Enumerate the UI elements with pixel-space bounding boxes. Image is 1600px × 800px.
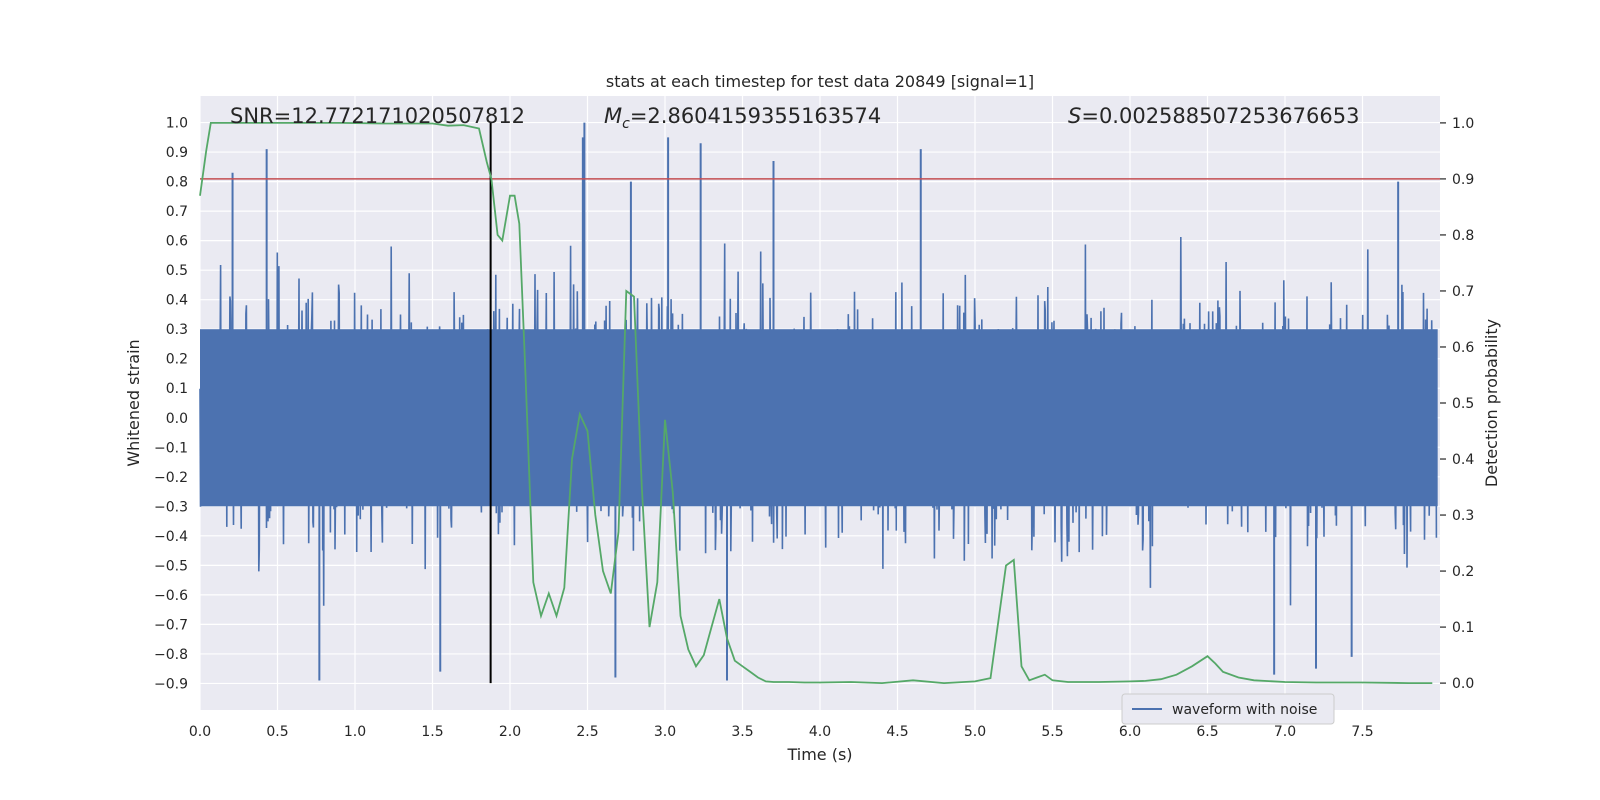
- y2-tick-label: 0.5: [1452, 396, 1474, 412]
- x-tick-label: 1.5: [421, 724, 443, 740]
- x-tick-label: 3.0: [654, 724, 676, 740]
- chirp-mass-annotation: Mc=2.8604159355163574: [604, 104, 881, 132]
- y-tick-label: 1.0: [166, 116, 188, 132]
- x-tick-label: 4.0: [809, 724, 831, 740]
- chart-title: stats at each timestep for test data 208…: [606, 72, 1034, 91]
- y-tick-label: −0.7: [154, 617, 188, 633]
- y-tick-label: −0.6: [154, 588, 188, 604]
- y-tick-label: 0.7: [166, 204, 188, 220]
- y-tick-label: 0.9: [166, 145, 188, 161]
- probability-line: [199, 122, 1433, 685]
- y-tick-label: 0.5: [166, 263, 188, 279]
- y2-tick-label: 0.1: [1452, 620, 1474, 636]
- overlay-lines: [200, 122, 1440, 684]
- detection-probability-series: [199, 122, 1433, 685]
- y-tick-label: −0.2: [154, 470, 188, 486]
- y-tick-label: 0.4: [166, 293, 188, 309]
- s-symbol: S: [1068, 104, 1081, 128]
- x-tick-label: 4.5: [886, 724, 908, 740]
- x-tick-label: 5.5: [1041, 724, 1063, 740]
- y2-tick-label: 0.4: [1452, 452, 1474, 468]
- y-tick-label: 0.1: [166, 381, 188, 397]
- y2-tick-label: 0.0: [1452, 676, 1474, 692]
- y-tick-label: 0.6: [166, 234, 188, 250]
- y2-tick-label: 0.3: [1452, 508, 1474, 524]
- y-tick-label: −0.9: [154, 676, 188, 692]
- x-tick-label: 0.0: [189, 724, 211, 740]
- chirp-mass-value: =2.8604159355163574: [630, 104, 881, 128]
- y2-tick-label: 1.0: [1452, 116, 1474, 132]
- y2-tick-label: 0.2: [1452, 564, 1474, 580]
- snr-annotation: SNR=12.772171020507812: [230, 104, 525, 128]
- axis-ticks: 0.0 0.5 1.0 1.5 2.0 2.5 3.0 3.5 4.0 4.5 5.0 5.5 6.0 6…: [154, 116, 1474, 740]
- legend-box: [1121, 693, 1335, 725]
- legend: waveform with noise: [1121, 693, 1335, 725]
- x-tick-label: 0.5: [266, 724, 288, 740]
- y-tick-label: 0.8: [166, 175, 188, 191]
- y-tick-label: −0.8: [154, 647, 188, 663]
- y-tick-label: −0.5: [154, 558, 188, 574]
- x-tick-label: 6.0: [1119, 724, 1141, 740]
- y-axis-label: Whitened strain: [124, 339, 143, 466]
- y-tick-label: −0.1: [154, 440, 188, 456]
- waveform-core: [200, 329, 1438, 507]
- y-tick-label: 0.0: [166, 411, 188, 427]
- y-tick-label: 0.3: [166, 322, 188, 338]
- y-tick-label: −0.4: [154, 529, 188, 545]
- y-tick-label: 0.2: [166, 352, 188, 368]
- y-tick-label: −0.3: [154, 499, 188, 515]
- x-tick-label: 7.0: [1274, 724, 1296, 740]
- y2-tick-label: 0.7: [1452, 284, 1474, 300]
- chirp-mass-symbol: M: [604, 104, 622, 128]
- waveform-series: [199, 122, 1438, 681]
- x-tick-label: 2.5: [576, 724, 598, 740]
- x-tick-label: 1.0: [344, 724, 366, 740]
- y2-tick-label: 0.9: [1452, 172, 1474, 188]
- x-tick-label: 5.0: [964, 724, 986, 740]
- chirp-mass-subscript: c: [622, 116, 630, 132]
- x-axis-label: Time (s): [786, 745, 852, 764]
- x-tick-label: 2.0: [499, 724, 521, 740]
- s-annotation: S=0.002588507253676653: [1068, 104, 1359, 128]
- y2-tick-label: 0.8: [1452, 228, 1474, 244]
- legend-label-waveform: waveform with noise: [1172, 702, 1317, 718]
- y2-tick-label: 0.6: [1452, 340, 1474, 356]
- s-value: =0.002588507253676653: [1081, 104, 1359, 128]
- y2-axis-label: Detection probability: [1482, 319, 1501, 487]
- x-tick-label: 6.5: [1196, 724, 1218, 740]
- x-tick-label: 7.5: [1351, 724, 1373, 740]
- x-tick-label: 3.5: [731, 724, 753, 740]
